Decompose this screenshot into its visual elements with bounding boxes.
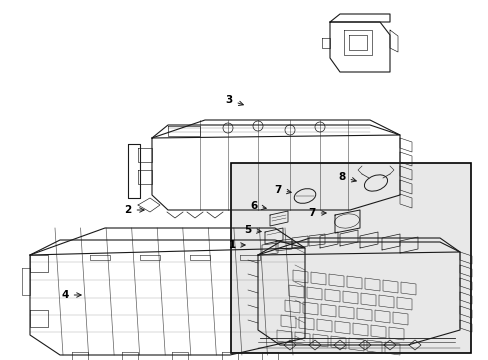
Text: 7: 7 bbox=[307, 208, 325, 218]
Text: 8: 8 bbox=[338, 172, 356, 182]
Text: 4: 4 bbox=[61, 290, 81, 300]
Text: 7: 7 bbox=[274, 185, 290, 195]
Text: 1: 1 bbox=[228, 240, 244, 250]
Text: 3: 3 bbox=[225, 95, 243, 105]
Text: 5: 5 bbox=[244, 225, 261, 235]
Text: 6: 6 bbox=[250, 201, 265, 211]
Text: 2: 2 bbox=[124, 205, 144, 215]
Bar bbox=[230, 163, 470, 353]
